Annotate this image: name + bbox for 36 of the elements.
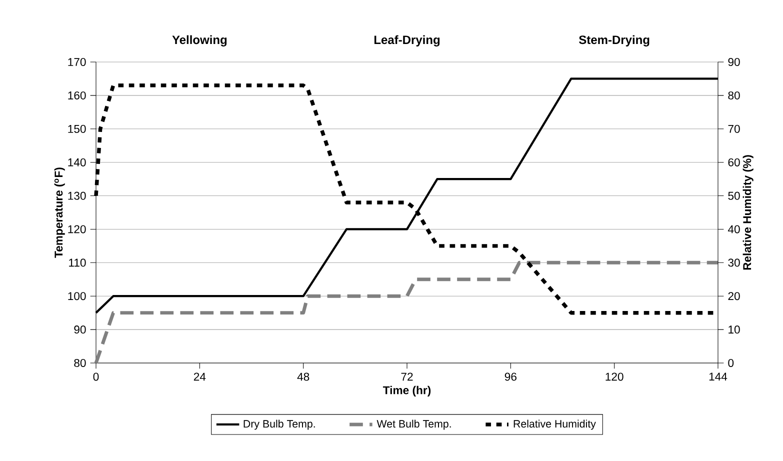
y2-tick-label: 70 — [728, 124, 740, 133]
y2-tick-label: 60 — [728, 158, 740, 166]
legend-label: Wet Bulb Temp. — [376, 420, 451, 430]
y-tick-label: 140 — [68, 158, 86, 166]
y2-tick-label: 30 — [728, 258, 740, 267]
y2-tick-label: 90 — [728, 58, 740, 66]
x-tick-label: 48 — [297, 372, 310, 381]
y2-tick-label: 0 — [728, 358, 734, 367]
y-tick-label: 120 — [68, 225, 86, 234]
text: Leaf-Drying — [374, 35, 440, 46]
y-tick-label: 100 — [68, 292, 86, 300]
y2-tick-label: 80 — [728, 91, 740, 100]
y-tick-label: 90 — [74, 326, 86, 334]
x-tick-label: 120 — [606, 372, 624, 381]
x-tick-label: 72 — [401, 372, 413, 381]
y-tick-label: 130 — [68, 192, 86, 200]
y2-tick-label: 10 — [728, 326, 740, 334]
y2-tick-label: 40 — [728, 225, 740, 234]
y-tick-label: 110 — [69, 258, 86, 267]
x-tick-label: 0 — [93, 372, 99, 381]
legend-label: Dry Bulb Temp. — [244, 420, 315, 430]
legend-label: Relative Humidity — [514, 420, 596, 430]
y-axis-title: Temperature ($^{o}$F) — [54, 168, 65, 258]
x-axis-title: Time (hr) — [382, 386, 431, 396]
y2-axis-title: Relative Humidity (%) — [742, 155, 754, 270]
text: Yellowing — [172, 35, 227, 46]
x-tick-label: 96 — [504, 372, 516, 381]
text: Stem-Drying — [579, 35, 650, 46]
y-tick-label: 80 — [74, 358, 86, 367]
y-tick-label: 170 — [68, 58, 86, 66]
y2-tick-label: 50 — [728, 192, 740, 200]
x-tick-label: 24 — [194, 372, 206, 381]
y-tick-label: 160 — [68, 91, 86, 100]
y-tick-label: 150 — [68, 124, 86, 133]
x-tick-label: 144 — [709, 372, 728, 381]
y2-tick-label: 20 — [728, 292, 740, 300]
